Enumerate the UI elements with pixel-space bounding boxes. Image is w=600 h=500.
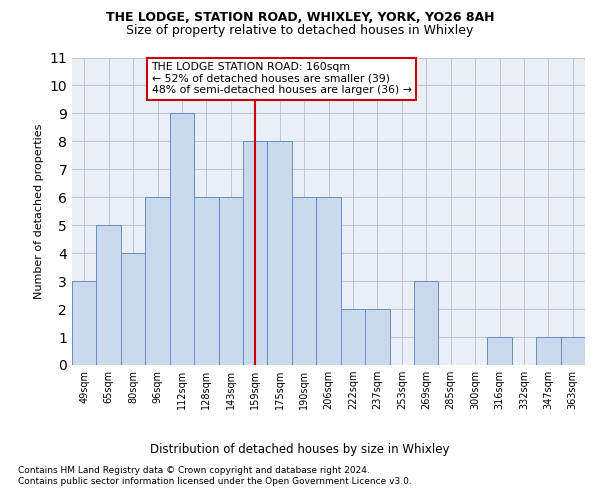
Text: Contains HM Land Registry data © Crown copyright and database right 2024.: Contains HM Land Registry data © Crown c… <box>18 466 370 475</box>
Bar <box>243 142 268 365</box>
Bar <box>316 198 341 365</box>
Bar <box>194 198 218 365</box>
Bar <box>414 281 439 365</box>
Bar <box>365 309 389 365</box>
Bar <box>536 337 560 365</box>
Bar <box>487 337 512 365</box>
Bar <box>341 309 365 365</box>
Text: THE LODGE STATION ROAD: 160sqm
← 52% of detached houses are smaller (39)
48% of : THE LODGE STATION ROAD: 160sqm ← 52% of … <box>152 62 412 96</box>
Y-axis label: Number of detached properties: Number of detached properties <box>34 124 44 299</box>
Text: Distribution of detached houses by size in Whixley: Distribution of detached houses by size … <box>150 442 450 456</box>
Text: Contains public sector information licensed under the Open Government Licence v3: Contains public sector information licen… <box>18 478 412 486</box>
Bar <box>145 198 170 365</box>
Bar <box>72 281 97 365</box>
Bar <box>121 253 145 365</box>
Bar <box>292 198 316 365</box>
Bar <box>170 114 194 365</box>
Bar <box>268 142 292 365</box>
Bar <box>97 225 121 365</box>
Text: Size of property relative to detached houses in Whixley: Size of property relative to detached ho… <box>127 24 473 37</box>
Bar <box>218 198 243 365</box>
Text: THE LODGE, STATION ROAD, WHIXLEY, YORK, YO26 8AH: THE LODGE, STATION ROAD, WHIXLEY, YORK, … <box>106 11 494 24</box>
Bar <box>560 337 585 365</box>
